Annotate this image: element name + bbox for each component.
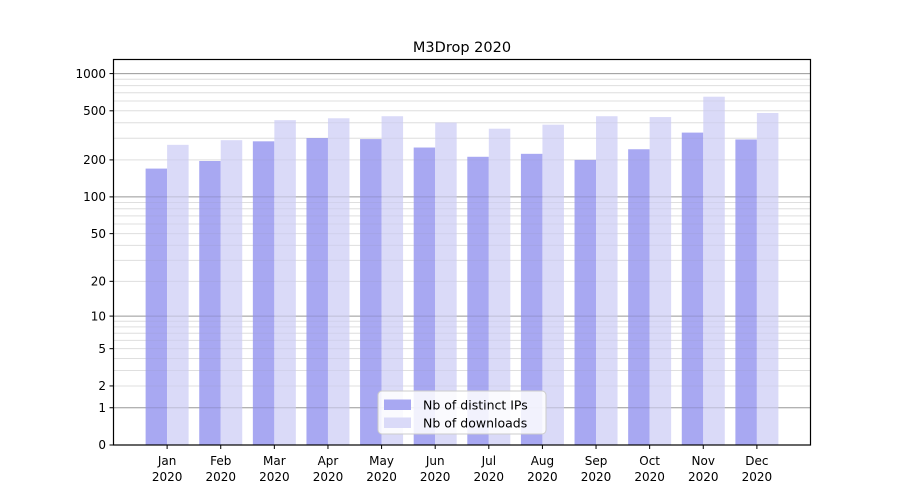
x-tick-label-month: Jan <box>157 454 177 468</box>
x-tick-label-year: 2020 <box>313 470 344 484</box>
bar-downloads-aug <box>542 124 564 445</box>
bar-downloads-jun <box>435 122 457 446</box>
y-tick-label: 200 <box>83 153 106 167</box>
x-tick-label-year: 2020 <box>581 470 612 484</box>
y-tick-label: 1 <box>98 401 106 415</box>
plot-frame <box>112 58 812 446</box>
y-tick-label: 2 <box>98 379 106 393</box>
legend-label-distinct-ips: Nb of distinct IPs <box>423 398 528 413</box>
x-tick-label-month: Dec <box>745 454 768 468</box>
bar-downloads-oct <box>649 117 672 445</box>
x-tick-label-year: 2020 <box>634 470 665 484</box>
bar-downloads-feb <box>220 140 243 446</box>
bar-ips-jan <box>145 168 168 445</box>
y-tick-label: 10 <box>91 309 106 323</box>
legend-swatch-downloads-icon <box>384 417 411 428</box>
grid-overlay-layer <box>113 73 811 409</box>
x-tick-label-month: Jun <box>425 454 445 468</box>
y-tick-label: 0 <box>98 438 106 452</box>
legend-box <box>377 390 547 435</box>
x-tick-label-year: 2020 <box>152 470 183 484</box>
bar-ips-feb <box>199 160 221 445</box>
bar-ips-aug <box>520 153 543 446</box>
bar-ips-oct <box>628 149 650 446</box>
bar-ips-dec <box>735 139 757 445</box>
bar-downloads-dec <box>756 112 779 446</box>
x-tick-label-month: Apr <box>318 454 339 468</box>
legend-label-downloads: Nb of downloads <box>423 416 527 431</box>
bar-ips-apr <box>306 138 328 445</box>
y-tick-label: 5 <box>98 342 106 356</box>
x-tick-label-month: Jul <box>481 454 496 468</box>
bar-downloads-may <box>381 116 404 445</box>
x-tick-label-month: May <box>369 454 394 468</box>
x-tick-label-year: 2020 <box>474 470 505 484</box>
legend-swatch-distinct-ips-icon <box>384 399 411 410</box>
bar-ips-sep <box>574 159 597 445</box>
bar-downloads-jul <box>488 128 511 445</box>
bar-ips-may <box>360 139 382 445</box>
x-tick-label-year: 2020 <box>205 470 236 484</box>
x-tick-label-month: Mar <box>263 454 286 468</box>
bar-downloads-jan <box>167 144 189 445</box>
bar-downloads-apr <box>327 118 350 446</box>
x-tick-label-year: 2020 <box>366 470 397 484</box>
bar-ips-jun <box>413 147 436 446</box>
x-tick-label-year: 2020 <box>259 470 290 484</box>
x-tick-label-month: Feb <box>210 454 231 468</box>
bar-ips-jul <box>467 156 489 445</box>
x-tick-label-year: 2020 <box>527 470 558 484</box>
x-tick-label-year: 2020 <box>688 470 719 484</box>
bar-downloads-sep <box>596 116 618 445</box>
legend: Nb of distinct IPs Nb of downloads <box>377 390 547 435</box>
bar-ips-mar <box>252 141 275 445</box>
y-tick-label: 100 <box>83 190 106 204</box>
x-tick-label-month: Aug <box>531 454 554 468</box>
y-tick-label: 1000 <box>75 67 106 81</box>
x-tick-label-year: 2020 <box>420 470 451 484</box>
bar-downloads-mar <box>274 120 296 445</box>
y-tick-label: 20 <box>91 275 106 289</box>
x-tick-label-month: Sep <box>585 454 608 468</box>
bar-downloads-nov <box>703 96 725 445</box>
axes-layer: 0 1 2 5 10 20 50 100 200 500 1000 Jan 2020 Feb 2020 Mar… <box>75 58 812 484</box>
y-tick-label: 50 <box>91 227 106 241</box>
x-tick-label-month: Nov <box>692 454 715 468</box>
x-tick-label-month: Oct <box>639 454 660 468</box>
x-tick-label-year: 2020 <box>742 470 773 484</box>
bars-layer <box>145 96 779 446</box>
chart-title: M3Drop 2020 <box>413 40 511 56</box>
y-tick-label: 500 <box>83 104 106 118</box>
bar-ips-nov <box>681 132 704 446</box>
